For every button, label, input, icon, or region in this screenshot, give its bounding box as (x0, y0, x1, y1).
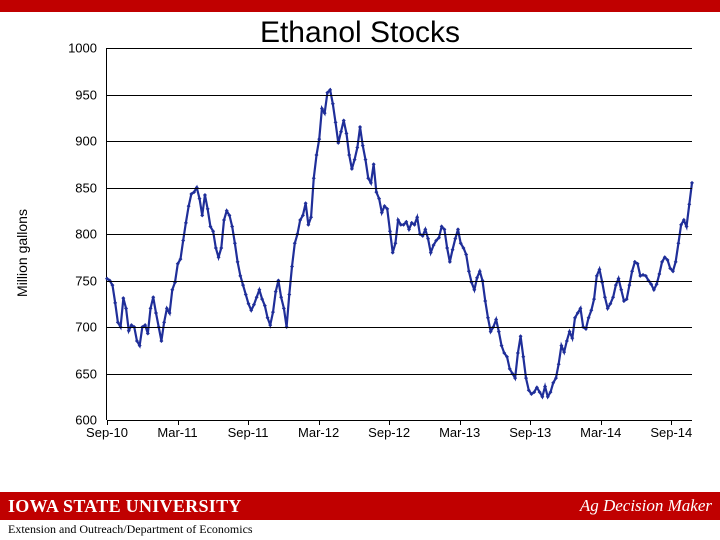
series-marker (184, 221, 188, 225)
gridline (107, 234, 692, 235)
series-marker (483, 299, 487, 303)
series-marker (521, 355, 525, 359)
series-marker (233, 241, 237, 245)
series-marker (388, 229, 392, 233)
y-tick-label: 950 (47, 87, 97, 102)
series-marker (358, 125, 362, 129)
series-marker (162, 320, 166, 324)
series-marker (690, 181, 694, 185)
series-marker (200, 213, 204, 217)
series-marker (676, 241, 680, 245)
x-tick-label: Mar-11 (157, 425, 197, 440)
series-marker (113, 301, 117, 305)
y-tick-label: 850 (47, 180, 97, 195)
gridline (107, 188, 692, 189)
x-tick-label: Sep-11 (228, 425, 269, 440)
gridline (107, 48, 692, 49)
gridline (107, 95, 692, 96)
series-marker (287, 292, 291, 296)
gridline (107, 420, 692, 421)
y-axis-label: Million gallons (14, 209, 30, 297)
series-marker (181, 239, 185, 243)
chart: Million gallons 600650700750800850900950… (36, 44, 700, 462)
y-tick-label: 700 (47, 320, 97, 335)
ag-decision-maker-logo: Ag Decision Maker (580, 496, 712, 516)
top-accent-bar (0, 0, 720, 12)
series-marker (372, 162, 376, 166)
y-tick-label: 800 (47, 227, 97, 242)
footer-extension-text: Extension and Outreach/Department of Eco… (0, 520, 720, 540)
gridline (107, 374, 692, 375)
series-marker (159, 339, 163, 343)
y-tick-label: 750 (47, 273, 97, 288)
series-marker (519, 334, 523, 338)
series-marker (687, 202, 691, 206)
y-tick-label: 650 (47, 366, 97, 381)
y-tick-label: 1000 (47, 41, 97, 56)
x-tick-label: Mar-14 (580, 425, 621, 440)
y-tick-label: 900 (47, 134, 97, 149)
x-tick-label: Sep-12 (368, 425, 410, 440)
x-tick-label: Sep-10 (86, 425, 128, 440)
series-marker (627, 283, 631, 287)
series-marker (203, 193, 207, 197)
footer-red-bar: IOWA STATE UNIVERSITY Ag Decision Maker (0, 492, 720, 520)
x-tick-label: Sep-13 (509, 425, 551, 440)
x-tick-label: Mar-13 (439, 425, 480, 440)
series-marker (236, 260, 240, 264)
series-marker (312, 176, 316, 180)
x-tick-label: Mar-12 (298, 425, 339, 440)
gridline (107, 281, 692, 282)
gridline (107, 141, 692, 142)
plot-area: 6006507007508008509009501000Sep-10Mar-11… (106, 48, 692, 420)
series-marker (334, 120, 338, 124)
series-line (107, 90, 692, 397)
slide: Ethanol Stocks Million gallons 600650700… (0, 0, 720, 540)
series-marker (344, 132, 348, 136)
series-marker (290, 265, 294, 269)
isu-logo-text: IOWA STATE UNIVERSITY (8, 496, 242, 517)
series-marker (516, 351, 520, 355)
x-tick-label: Sep-14 (650, 425, 692, 440)
footer: IOWA STATE UNIVERSITY Ag Decision Maker … (0, 492, 720, 540)
series-marker (361, 144, 365, 148)
series-marker (271, 310, 275, 314)
gridline (107, 327, 692, 328)
series-marker (315, 153, 319, 157)
